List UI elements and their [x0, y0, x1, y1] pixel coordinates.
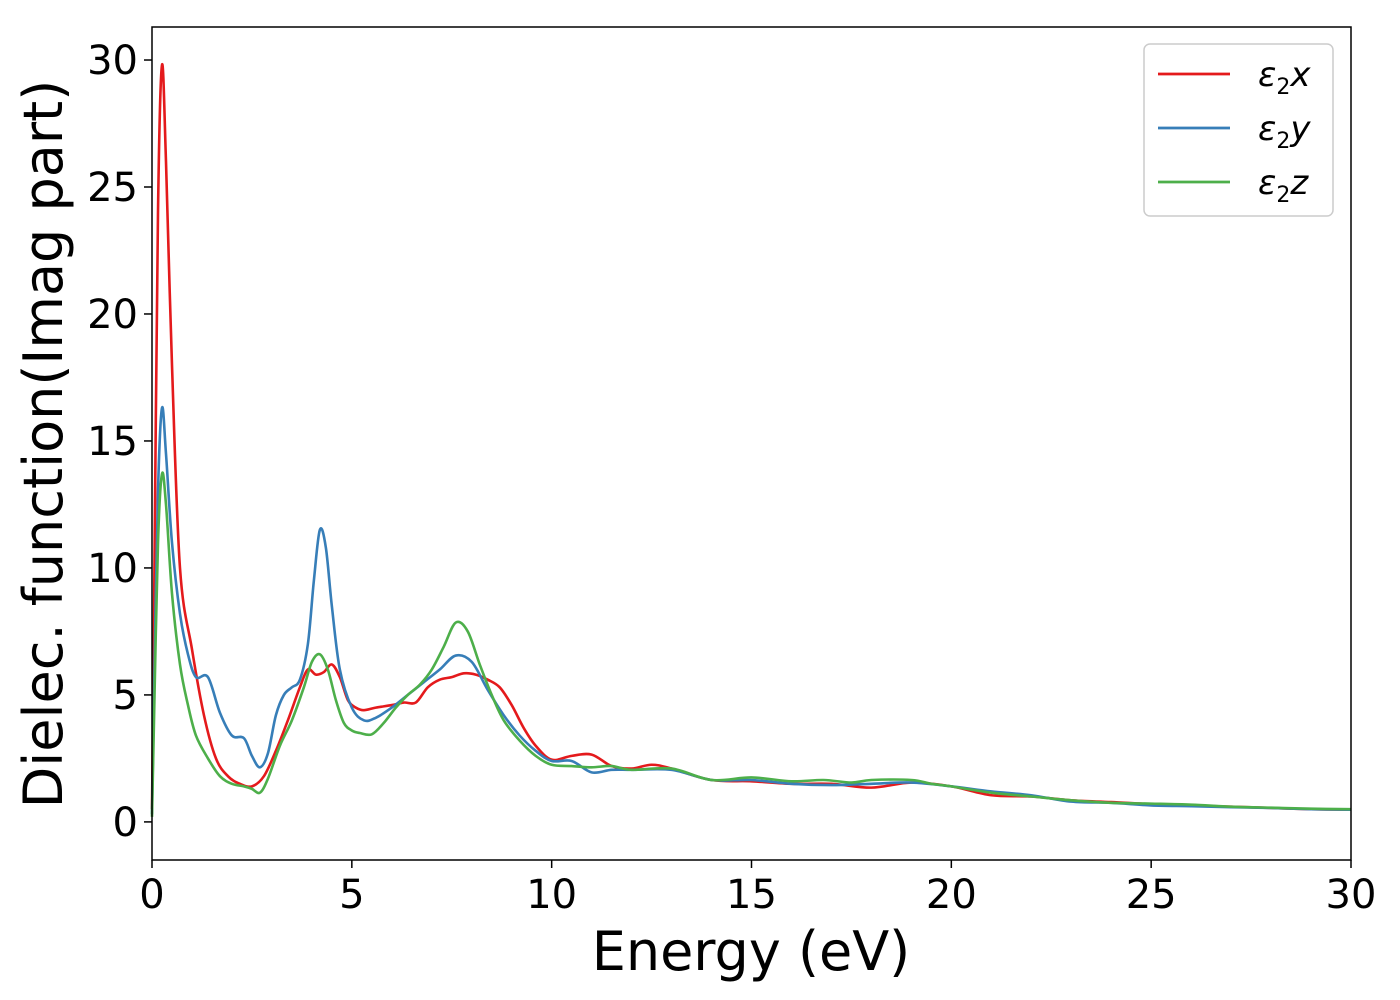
y-tick-label: 0	[113, 800, 138, 846]
series-line-3	[150, 471, 1352, 817]
y-tick-label: 5	[113, 673, 138, 719]
legend-label-1: ε2x	[1258, 55, 1311, 100]
y-tick-label: 20	[87, 292, 138, 338]
x-tick-label: 5	[339, 872, 364, 918]
legend-label-3: ε2z	[1258, 163, 1309, 208]
x-axis-title: Energy (eV)	[592, 920, 911, 983]
x-axis: 0 5 10 15 20 25 30	[139, 860, 1376, 918]
x-tick-label: 25	[1126, 872, 1177, 918]
y-tick-label: 10	[87, 546, 138, 592]
legend-entries: ε2x ε2y ε2z	[1158, 55, 1311, 208]
series-line-2	[150, 405, 1352, 815]
x-tick-label: 20	[926, 872, 977, 918]
x-tick-label: 30	[1326, 872, 1377, 918]
y-axis: 0 5 10 15 20 25 30	[87, 38, 152, 846]
y-tick-label: 30	[87, 38, 138, 84]
series-layer	[150, 63, 1352, 817]
x-tick-label: 15	[726, 872, 777, 918]
legend-label-2: ε2y	[1258, 109, 1311, 154]
x-tick-label: 10	[526, 872, 577, 918]
y-tick-label: 15	[87, 419, 138, 465]
y-axis-title: Dielec. function(Imag part)	[12, 80, 75, 809]
legend-box	[1143, 43, 1334, 217]
x-tick-label: 0	[139, 872, 164, 918]
legend: ε2x ε2y ε2z	[1143, 43, 1334, 217]
y-tick-label: 25	[87, 165, 138, 211]
